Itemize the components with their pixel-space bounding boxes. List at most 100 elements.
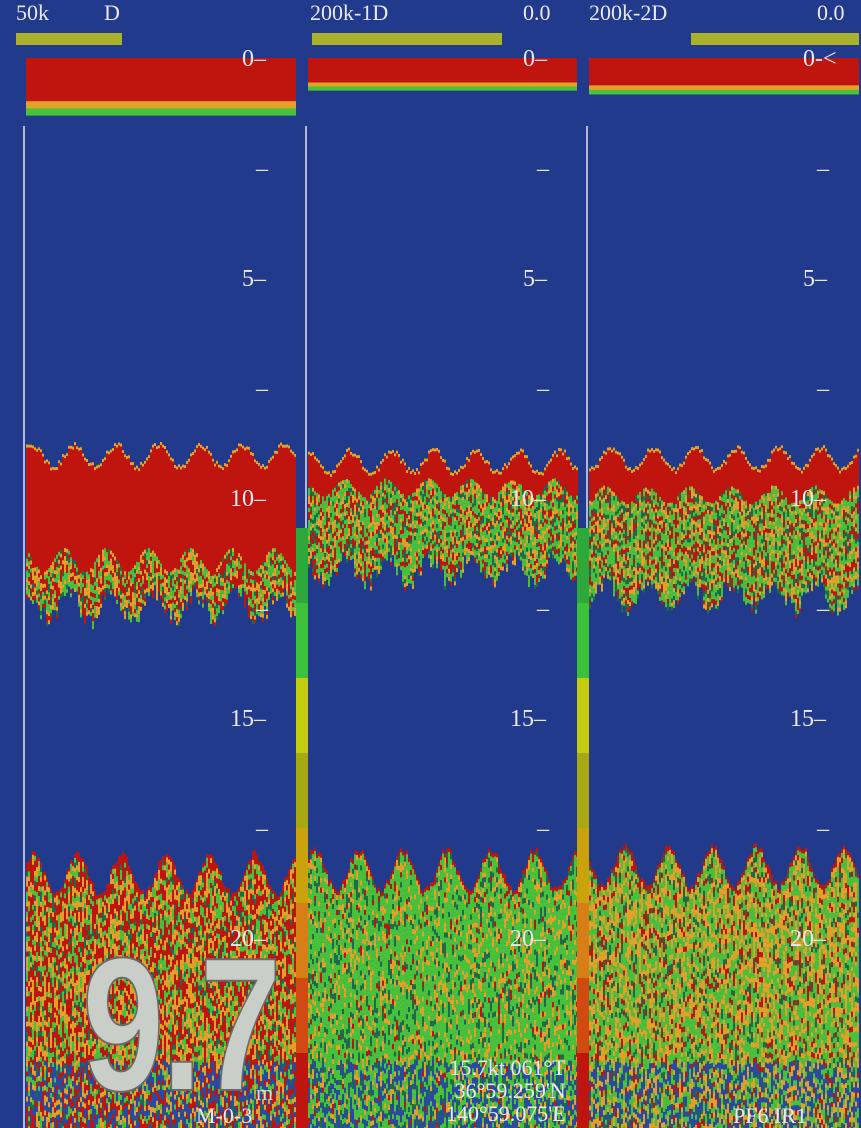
bottom-echo <box>92 931 94 937</box>
bottom-echo <box>116 961 118 967</box>
bottom-echo <box>136 1037 138 1043</box>
bottom-echo <box>40 1031 42 1037</box>
bottom-echo <box>30 957 32 963</box>
echo-trace <box>100 579 102 584</box>
bottom-echo <box>26 881 28 887</box>
bottom-echo <box>78 1086 80 1092</box>
echo-trace <box>66 564 68 569</box>
echo-trace <box>130 606 132 611</box>
echo-trace <box>178 581 180 586</box>
echo-trace <box>46 610 48 615</box>
echo-trace <box>36 451 38 570</box>
bottom-echo <box>134 1005 136 1011</box>
echo-trace <box>94 561 96 566</box>
bottom-echo <box>88 1044 90 1050</box>
bottom-echo <box>120 1064 122 1070</box>
bottom-echo <box>82 966 84 972</box>
bottom-echo <box>116 946 118 952</box>
bottom-echo <box>64 1073 66 1079</box>
bottom-echo <box>32 1009 34 1015</box>
bottom-echo <box>32 1059 34 1065</box>
echo-trace <box>206 569 208 574</box>
echo-trace <box>252 603 254 608</box>
bottom-echo <box>98 1113 100 1119</box>
bottom-echo <box>90 918 92 924</box>
bottom-echo <box>40 1066 42 1072</box>
bottom-echo <box>134 1040 136 1046</box>
bottom-echo <box>82 1001 84 1007</box>
bottom-echo <box>94 1048 96 1054</box>
bottom-echo <box>146 1118 148 1124</box>
bottom-echo <box>84 1083 86 1089</box>
bottom-echo <box>68 1011 70 1017</box>
bottom-echo <box>48 952 50 958</box>
bottom-echo <box>58 1019 60 1025</box>
bottom-echo <box>30 917 32 923</box>
bottom-echo <box>114 1123 116 1128</box>
bottom-echo <box>38 975 40 981</box>
bottom-echo <box>126 1015 128 1021</box>
bottom-echo <box>80 1107 82 1113</box>
bottom-echo <box>94 963 96 969</box>
bottom-echo <box>86 1120 88 1126</box>
echo-trace <box>94 581 96 586</box>
echo-trace <box>50 565 52 570</box>
echo-trace <box>70 445 72 449</box>
echo-trace <box>276 556 278 561</box>
bottom-echo <box>118 875 120 881</box>
bottom-echo <box>138 941 140 947</box>
bottom-echo <box>80 967 82 973</box>
echo-trace <box>240 588 242 593</box>
echo-trace <box>128 603 130 608</box>
echo-trace <box>210 595 212 600</box>
echo-trace <box>264 562 266 567</box>
echo-trace <box>196 448 198 557</box>
echo-trace <box>34 595 36 600</box>
bottom-echo <box>66 1084 68 1090</box>
echo-trace <box>252 583 254 588</box>
bottom-echo <box>120 1104 122 1110</box>
echo-trace <box>70 577 72 582</box>
echo-trace <box>128 575 130 580</box>
bottom-echo <box>84 998 86 1004</box>
bottom-echo <box>132 943 134 949</box>
bottom-echo <box>104 1010 106 1016</box>
echo-trace <box>280 593 282 598</box>
bottom-echo <box>128 1094 130 1100</box>
bottom-echo <box>130 938 132 944</box>
echo-trace <box>144 589 146 594</box>
echo-trace <box>282 560 284 565</box>
bottom-echo <box>98 1028 100 1034</box>
echo-trace <box>282 564 284 569</box>
bottom-echo <box>126 1115 128 1121</box>
echo-trace <box>110 578 112 583</box>
bottom-echo <box>136 1017 138 1023</box>
bottom-echo <box>40 1041 42 1047</box>
echo-trace <box>38 585 40 590</box>
bottom-echo <box>40 966 42 972</box>
bottom-echo <box>86 1050 88 1056</box>
echo-trace <box>236 562 238 567</box>
bottom-echo <box>62 887 64 892</box>
bottom-echo <box>122 1080 124 1086</box>
echogram-panel-50k[interactable]: 50k D 0– – 5– – 10– – 15– – 20– 9.7 m M-… <box>0 0 300 1128</box>
echo-trace <box>204 451 206 570</box>
echo-trace <box>288 594 290 599</box>
echo-trace <box>184 563 186 568</box>
bottom-echo <box>142 1038 144 1044</box>
bottom-echo <box>52 962 54 968</box>
bottom-echo <box>28 871 30 877</box>
bottom-echo <box>92 886 94 892</box>
bottom-echo <box>100 1062 102 1068</box>
echo-trace <box>276 453 278 552</box>
bottom-echo <box>132 1058 134 1064</box>
bottom-echo <box>48 887 50 893</box>
bottom-echo <box>130 869 132 874</box>
bottom-echo <box>140 959 142 965</box>
echo-trace <box>256 464 258 574</box>
bottom-echo <box>128 1049 130 1055</box>
bottom-echo <box>88 939 90 945</box>
bottom-echo <box>74 1017 76 1023</box>
echo-trace <box>52 589 54 594</box>
bottom-echo <box>100 1117 102 1123</box>
